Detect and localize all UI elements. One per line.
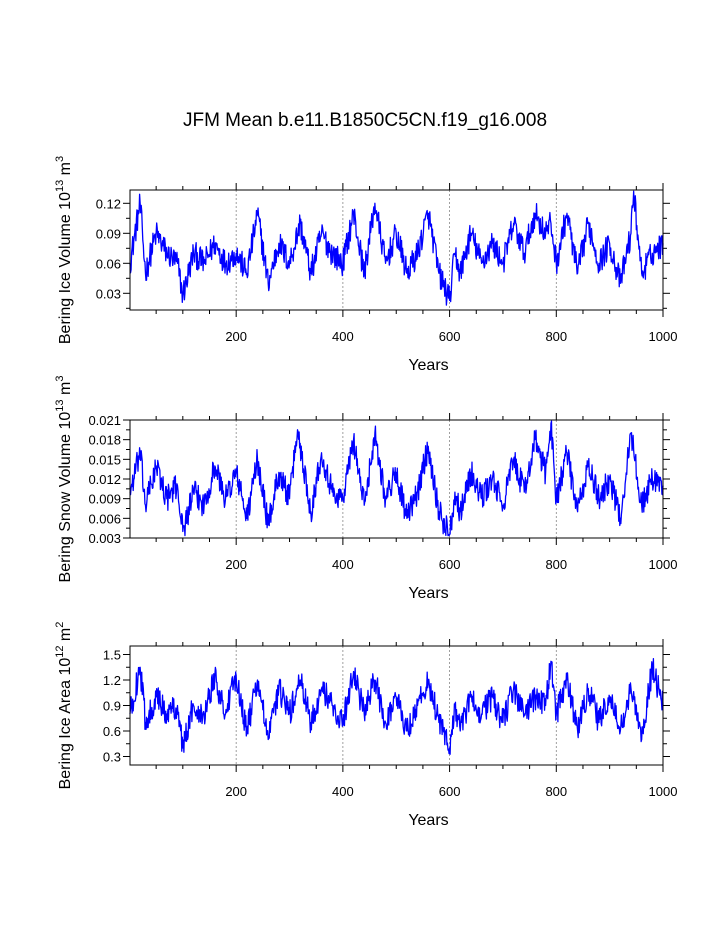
- x-axis-label: Years: [408, 357, 448, 374]
- y-axis-label-main: Bering Ice Volume 10: [57, 192, 74, 344]
- x-tick-label: 200: [225, 557, 247, 572]
- y-axis-label: Bering Snow Volume 1013 m3: [54, 376, 74, 583]
- y-axis-label: Bering Ice Area 1012 m2: [54, 622, 74, 790]
- x-axis-label: Years: [408, 585, 448, 602]
- x-tick-label: 600: [439, 784, 461, 799]
- y-axis-label-unit-exponent: 3: [54, 376, 66, 382]
- y-tick-label: 0.009: [88, 492, 121, 507]
- y-tick-label: 0.012: [88, 472, 121, 487]
- y-axis-label-exponent: 12: [54, 646, 66, 658]
- x-tick-label: 800: [545, 557, 567, 572]
- data-line-3: [129, 658, 664, 755]
- x-tick-label: 400: [332, 329, 354, 344]
- data-line-2: [129, 420, 664, 537]
- y-axis-label-unit-exponent: 3: [54, 156, 66, 162]
- y-tick-label: 0.9: [103, 699, 121, 714]
- y-axis-label-unit-exponent: 2: [54, 622, 66, 628]
- x-tick-label: 1000: [649, 784, 678, 799]
- chart-title: JFM Mean b.e11.B1850C5CN.f19_g16.008: [183, 110, 547, 131]
- y-tick-label: 0.06: [96, 256, 121, 271]
- panel-1: 200 400 600 800 1000 0.03 0.06 0.09 0.12 Years Ber…: [54, 156, 677, 374]
- y-tick-label: 0.015: [88, 452, 121, 467]
- x-axis-label: Years: [408, 812, 448, 829]
- y-axis-label-unit: m: [57, 382, 74, 400]
- y-axis-label: Bering Ice Volume 1013 m3: [54, 156, 74, 344]
- x-tick-label: 200: [225, 784, 247, 799]
- y-axis-label-main: Bering Snow Volume 10: [57, 412, 74, 583]
- y-tick-label: 0.003: [88, 531, 121, 546]
- x-tick-label: 800: [545, 784, 567, 799]
- y-tick-label: 0.6: [103, 724, 121, 739]
- panel-2: 200 400 600 800 1000 0.003 0.006 0.009 0.012 0.01…: [54, 376, 677, 602]
- y-axis-label-unit: m: [57, 628, 74, 646]
- y-tick-label: 0.006: [88, 511, 121, 526]
- x-tick-label: 400: [332, 557, 354, 572]
- y-axis-label-main: Bering Ice Area 10: [57, 658, 74, 790]
- x-tick-label: 800: [545, 329, 567, 344]
- x-tick-label: 600: [439, 329, 461, 344]
- x-tick-label: 200: [225, 329, 247, 344]
- y-tick-label: 0.03: [96, 286, 121, 301]
- x-tick-label: 1000: [649, 329, 678, 344]
- y-tick-label: 0.12: [96, 196, 121, 211]
- y-tick-label: 0.021: [88, 413, 121, 428]
- x-tick-label: 600: [439, 557, 461, 572]
- y-tick-label: 0.09: [96, 226, 121, 241]
- y-axis-label-unit: m: [57, 162, 74, 180]
- y-tick-label: 0.3: [103, 750, 121, 765]
- panel-3: 200 400 600 800 1000 0.3 0.6 0.9 1.2 1.5 Years Beri…: [54, 622, 677, 829]
- y-tick-label: 1.5: [103, 648, 121, 663]
- y-axis-label-exponent: 13: [54, 180, 66, 192]
- x-tick-label: 400: [332, 784, 354, 799]
- y-tick-label: 1.2: [103, 673, 121, 688]
- y-axis-label-exponent: 13: [54, 399, 66, 411]
- x-tick-label: 1000: [649, 557, 678, 572]
- data-line-1: [129, 190, 664, 306]
- y-tick-label: 0.018: [88, 433, 121, 448]
